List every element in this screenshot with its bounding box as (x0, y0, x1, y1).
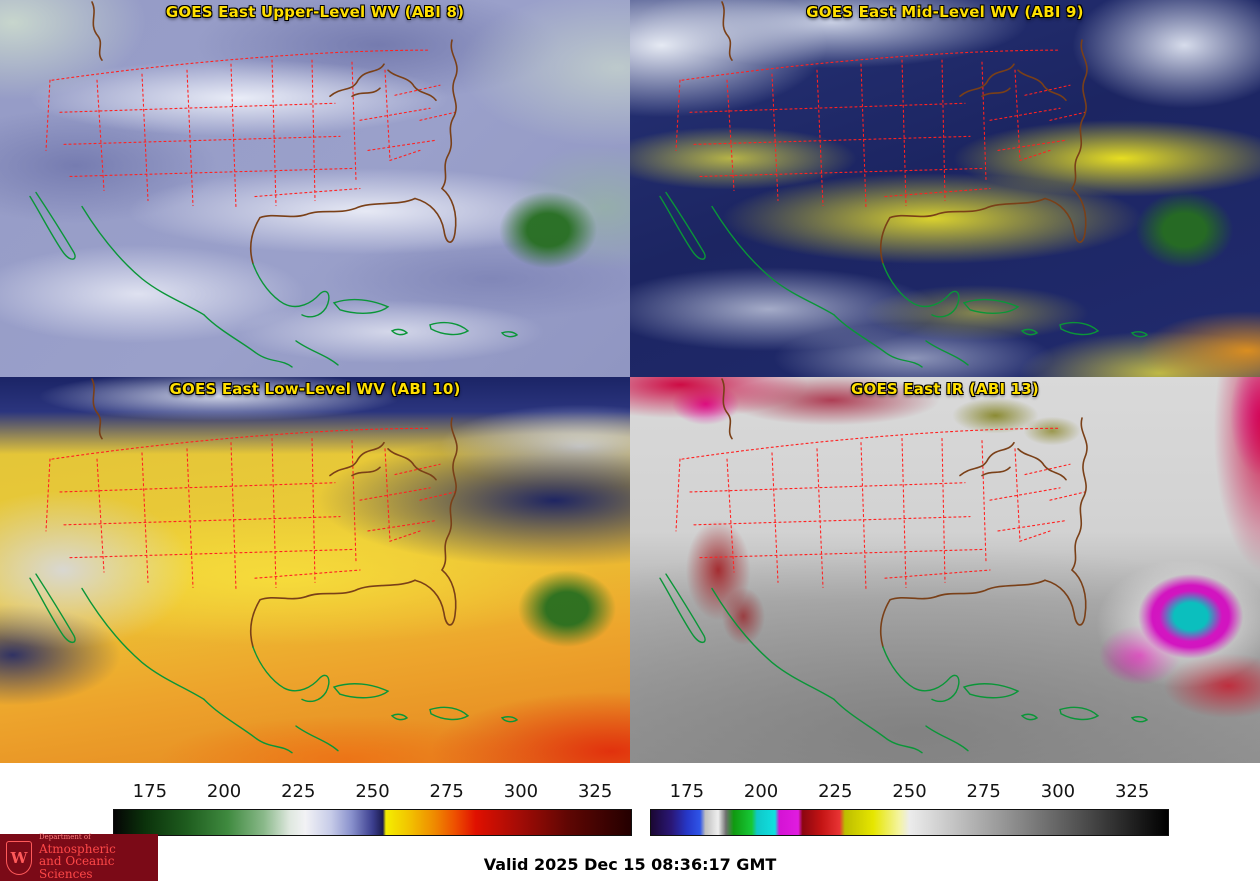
logo-name-line1: Atmospheric (39, 841, 116, 856)
satellite-image-abi9 (630, 0, 1260, 377)
tick-label: 275 (966, 781, 1001, 802)
valid-timestamp: Valid 2025 Dec 15 08:36:17 GMT (483, 855, 777, 874)
tick-label: 325 (1114, 781, 1150, 802)
panel-title-abi8: GOES East Upper-Level WV (ABI 8) (165, 3, 465, 21)
tick-label: 175 (669, 781, 705, 802)
tick-label: 200 (743, 781, 779, 802)
tick-label: 250 (355, 781, 390, 802)
colorbar-wv: 175 200 225 250 275 300 325 (113, 781, 632, 836)
logo-name-line2: and Oceanic Sciences (39, 854, 115, 881)
tick-label: 225 (818, 781, 853, 802)
panel-title-abi9: GOES East Mid-Level WV (ABI 9) (806, 3, 1084, 21)
colorbar-ir-ticks: 175 200 225 250 275 300 325 (650, 781, 1169, 805)
colorbar-ir-bar (650, 809, 1169, 836)
panel-mid-level-wv: GOES East Mid-Level WV (ABI 9) (630, 0, 1260, 377)
tick-label: 325 (577, 781, 613, 802)
panel-title-abi13: GOES East IR (ABI 13) (850, 380, 1039, 398)
panel-title-abi10: GOES East Low-Level WV (ABI 10) (169, 380, 461, 398)
uw-aos-logo: W Department of Atmospheric and Oceanic … (0, 834, 158, 881)
map-boundaries-overlay (29, 1, 518, 368)
uw-crest-icon: W (6, 840, 32, 875)
colorbar-ir: 175 200 225 250 275 300 325 (650, 781, 1169, 836)
map-boundaries-overlay (29, 378, 518, 754)
colorbar-wv-bar (113, 809, 632, 836)
tick-label: 250 (892, 781, 927, 802)
crest-letter: W (10, 848, 28, 867)
colorbar-wv-ticks: 175 200 225 250 275 300 325 (113, 781, 632, 805)
logo-dept-line: Department of (39, 833, 91, 842)
satellite-panel-grid: GOES East Upper-Level WV (ABI 8) GOES Ea… (0, 0, 1260, 763)
map-boundaries-overlay (659, 378, 1148, 754)
satellite-image-abi8 (0, 0, 630, 377)
tick-label: 300 (1040, 781, 1076, 802)
satellite-image-abi10 (0, 377, 630, 763)
panel-low-level-wv: GOES East Low-Level WV (ABI 10) (0, 377, 630, 763)
tick-label: 300 (503, 781, 539, 802)
satellite-image-abi13 (630, 377, 1260, 763)
panel-upper-level-wv: GOES East Upper-Level WV (ABI 8) (0, 0, 630, 377)
tick-label: 275 (429, 781, 464, 802)
tick-label: 200 (206, 781, 242, 802)
panel-ir: GOES East IR (ABI 13) (630, 377, 1260, 763)
map-boundaries-overlay (659, 1, 1148, 368)
tick-label: 225 (281, 781, 316, 802)
tick-label: 175 (132, 781, 168, 802)
logo-text: Department of Atmospheric and Oceanic Sc… (39, 833, 152, 881)
